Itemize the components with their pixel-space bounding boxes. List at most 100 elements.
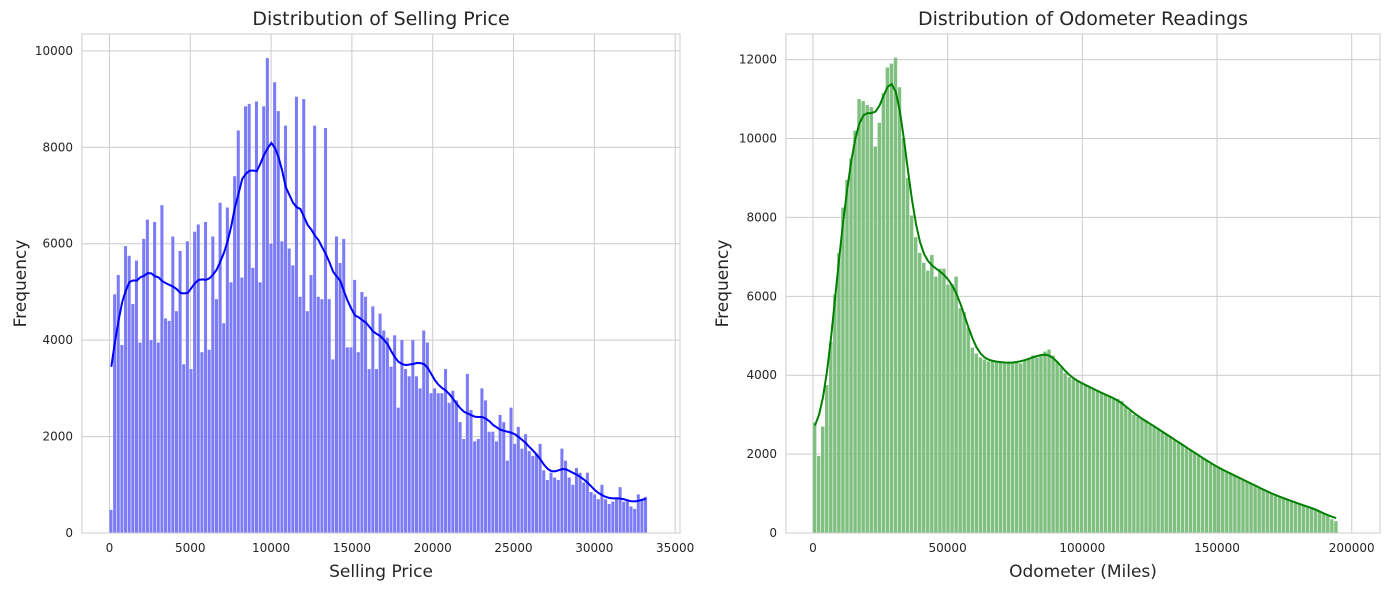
- histogram-bar: [1055, 361, 1059, 533]
- histogram-bar: [327, 299, 331, 533]
- histogram-bar: [1164, 434, 1168, 533]
- histogram-bar: [829, 341, 833, 533]
- histogram-bar: [1067, 377, 1071, 533]
- y-tick-label: 8000: [42, 140, 73, 154]
- histogram-bar: [607, 504, 611, 533]
- histogram-bar: [436, 393, 440, 533]
- plot-frame: [81, 33, 681, 534]
- histogram-bar: [1225, 471, 1229, 533]
- histogram-bar: [574, 467, 578, 533]
- histogram-bar: [189, 369, 193, 533]
- histogram-bar: [124, 246, 128, 534]
- histogram-bar: [1301, 505, 1306, 533]
- y-tick-label: 10000: [35, 44, 73, 58]
- x-tick-label: 25000: [494, 541, 532, 555]
- histogram-bar: [120, 344, 124, 533]
- histogram-bar: [1172, 440, 1177, 533]
- histogram-bar: [505, 460, 509, 533]
- histogram-bar: [1136, 416, 1140, 533]
- histogram-bar: [869, 106, 873, 533]
- histogram-bar: [881, 93, 886, 534]
- y-tick-label: 6000: [42, 237, 73, 251]
- histogram-bar: [345, 347, 349, 533]
- histogram-bar: [1107, 396, 1112, 533]
- histogram-bar: [393, 335, 397, 533]
- histogram-bar: [901, 138, 906, 533]
- histogram-bar: [422, 330, 426, 533]
- histogram-bar: [476, 438, 480, 533]
- histogram-bar: [600, 484, 604, 533]
- histogram-bar: [857, 99, 861, 533]
- histogram-bar: [1075, 381, 1080, 533]
- histogram-bar: [225, 207, 229, 533]
- histogram-bar: [1083, 385, 1088, 533]
- histogram-bar: [229, 282, 233, 533]
- histogram-bar: [1265, 491, 1269, 533]
- histogram-bar: [531, 455, 535, 533]
- histogram-bar: [396, 407, 400, 533]
- histogram-bar: [816, 456, 821, 533]
- histogram-bar: [247, 103, 251, 534]
- histogram-bar: [287, 248, 291, 533]
- x-tick-label: 35000: [656, 541, 694, 555]
- histogram-bar: [1241, 479, 1245, 533]
- histogram-bar: [990, 361, 995, 533]
- histogram-bar: [560, 448, 564, 533]
- histogram-bar: [885, 67, 890, 533]
- histogram-bar: [334, 236, 338, 534]
- histogram-bar: [556, 479, 560, 533]
- histogram-bar: [142, 238, 146, 533]
- histogram-bar: [1200, 458, 1205, 533]
- histogram-bar: [1116, 398, 1120, 533]
- histogram-bar: [534, 453, 538, 533]
- y-tick-label: 10000: [739, 132, 777, 146]
- histogram-bar: [331, 359, 335, 533]
- histogram-bar: [942, 268, 946, 533]
- histogram-bar: [1273, 495, 1278, 533]
- kde-curve: [814, 82, 1337, 519]
- y-tick-label: 4000: [746, 368, 777, 382]
- histogram-bar: [913, 237, 918, 533]
- histogram-bar: [877, 122, 882, 533]
- histogram-bar: [1124, 406, 1128, 533]
- y-tick-label: 0: [769, 526, 777, 540]
- x-tick-label: 200000: [1329, 541, 1375, 555]
- histogram-bar: [1297, 503, 1302, 533]
- histogram-bar: [1059, 367, 1063, 533]
- histogram-bar: [1031, 355, 1035, 533]
- histogram-bar: [833, 294, 837, 533]
- chart-title: Distribution of Selling Price: [252, 8, 509, 30]
- histogram-bar: [113, 294, 117, 533]
- histogram-bar: [356, 352, 360, 533]
- histogram-bar: [378, 313, 382, 533]
- histogram-bar: [958, 308, 962, 533]
- histogram-bar: [611, 501, 615, 533]
- histogram-bar: [849, 158, 853, 534]
- histogram-bar: [204, 222, 208, 533]
- histogram-bar: [1010, 363, 1015, 533]
- histogram-bar: [109, 509, 113, 533]
- histogram-bar: [549, 472, 553, 533]
- histogram-bar: [473, 441, 477, 533]
- histogram-bar: [211, 236, 215, 534]
- histogram-bar: [1309, 507, 1314, 533]
- histogram-bar: [1144, 420, 1148, 533]
- histogram-bar: [614, 499, 618, 533]
- histogram-bar: [320, 299, 324, 533]
- histogram-bar: [451, 390, 455, 533]
- histogram-bar: [545, 479, 549, 533]
- x-tick-label: 150000: [1194, 541, 1240, 555]
- histogram-bar: [407, 376, 411, 533]
- histogram-bar: [918, 252, 922, 534]
- histogram-bar: [298, 296, 302, 533]
- histogram-bar: [553, 477, 557, 533]
- histogram-bar: [214, 299, 218, 533]
- histogram-bar: [1261, 489, 1265, 533]
- histogram-bar: [145, 219, 149, 534]
- histogram-bar: [1245, 481, 1249, 533]
- histogram-bar: [1184, 448, 1189, 533]
- histogram-bar: [433, 388, 437, 533]
- histogram-bar: [429, 393, 433, 533]
- histogram-bar: [1196, 456, 1201, 533]
- histogram-bar: [938, 268, 942, 533]
